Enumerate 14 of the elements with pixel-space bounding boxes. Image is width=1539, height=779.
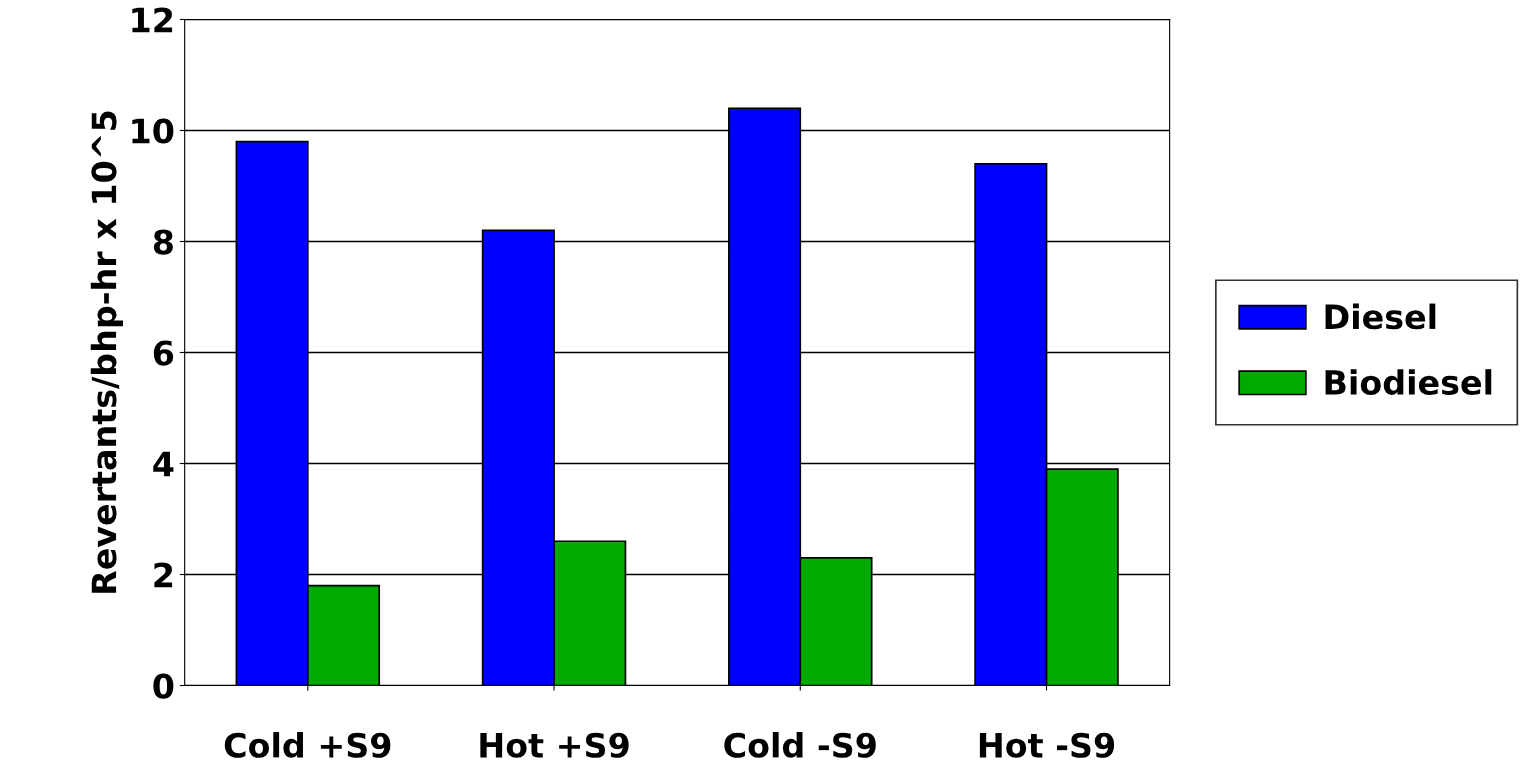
y-axis-title: Revertants/bhp-hr x 10^5 <box>90 111 124 593</box>
y-tick-label: 6 <box>153 340 174 366</box>
x-tick-label: Cold -S9 <box>724 732 876 758</box>
x-tick-label: Hot +S9 <box>480 732 629 758</box>
y-tick-label: 10 <box>132 118 174 144</box>
x-tick-label: Cold +S9 <box>224 732 391 758</box>
y-tick-label: 2 <box>154 562 173 588</box>
legend-label: Biodiesel <box>1325 369 1492 395</box>
y-tick-label: 12 <box>132 7 173 33</box>
legend-label: Diesel <box>1325 303 1436 330</box>
y-tick-label: 8 <box>153 229 173 255</box>
y-tick-label: 0 <box>153 673 174 699</box>
y-tick-label: 4 <box>153 451 174 477</box>
x-tick-label: Hot -S9 <box>979 732 1115 758</box>
